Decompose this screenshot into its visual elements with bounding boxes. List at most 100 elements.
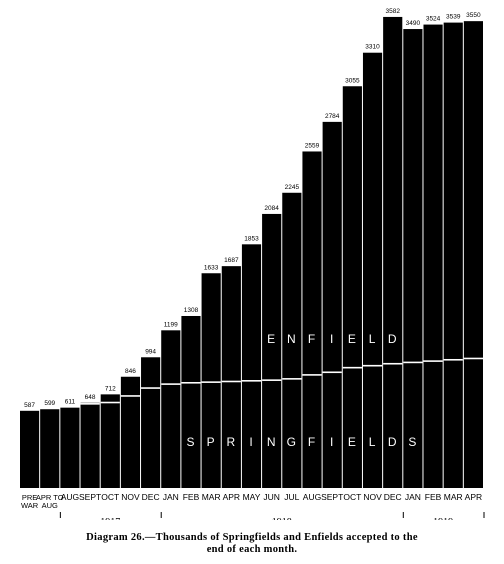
year-label-1918: 1918 [272,517,292,520]
bar-0 [20,410,40,488]
series-label-springfields-letter-4: N [267,435,277,449]
category-label-4: OCT [101,492,119,502]
total-label-5: 846 [125,368,136,375]
total-label-13: 2245 [285,184,300,191]
series-label-enfields-letter-6: D [388,332,398,346]
year-label-1919: 1919 [433,517,453,520]
category-label-3: SEPT [79,492,101,502]
year-labels-group: 1917 1918 1919 [59,512,485,520]
springfield-enfield-divider-19 [403,361,423,364]
springfield-enfield-divider-4 [100,401,120,404]
series-label-springfields-letter-6: F [308,435,316,449]
total-label-12: 2084 [264,205,279,212]
series-label-springfields-letter-3: I [249,435,253,449]
series-label-springfields-letter-5: G [287,435,297,449]
category-label-0: PRE WAR [21,493,39,510]
series-label-enfields-letter-0: E [267,332,276,346]
bars-group [20,16,483,489]
category-label-16: OCT [343,492,361,502]
bar-22 [463,21,483,489]
springfield-enfield-divider-13 [282,378,302,380]
springfield-enfield-divider-12 [262,379,282,381]
springfield-enfield-divider-6 [141,387,161,389]
bar-3 [80,402,100,488]
series-label-springfields-letter-7: I [330,435,334,449]
series-label-enfields-letter-3: I [330,332,334,346]
category-label-9: MAR [202,492,221,502]
bar-11 [241,244,262,488]
springfield-enfield-divider-15 [322,371,342,374]
category-label-15: SEPT [321,492,343,502]
category-label-2: AUG [61,492,79,502]
category-label-13: JUL [284,492,299,502]
springfield-enfield-divider-5 [120,395,141,397]
springfield-enfield-divider-16 [342,366,362,369]
bar-5 [120,376,141,488]
total-labels-group: 587 599 611 648 712 846 994 1199 1308 1633 1687 185… [24,8,481,409]
category-label-19: JAN [405,492,421,502]
total-label-2: 611 [65,399,76,406]
springfield-enfield-divider-9 [201,381,221,383]
series-label-springfields-letter-0: S [186,435,195,449]
total-label-22: 3550 [466,12,481,19]
total-label-11: 1853 [244,235,259,242]
bar-18 [383,16,403,488]
total-label-21: 3539 [446,14,461,21]
bar-13 [282,192,302,488]
total-label-19: 3490 [406,20,421,27]
series-label-springfields-letter-11: S [408,435,417,449]
total-label-1: 599 [44,400,55,407]
springfield-enfield-divider-14 [302,374,322,376]
bar-12 [262,213,282,488]
total-label-20: 3524 [426,16,441,23]
series-label-springfields-letter-2: R [226,435,236,449]
series-labels-group: E N F I E L DS P R I N G F I E L D S [186,332,417,449]
category-label-7: JAN [163,492,179,502]
category-label-18: DEC [384,492,402,502]
category-label-14: AUG [303,492,321,502]
bar-20 [423,24,443,488]
category-label-17: NOV [363,492,382,502]
springfield-enfield-divider-8 [181,381,201,384]
category-label-6: DEC [142,492,160,502]
total-label-14: 2559 [305,142,320,149]
category-label-10: APR [223,492,240,502]
total-label-18: 3582 [385,8,400,15]
total-label-4: 712 [105,385,116,392]
total-label-16: 3055 [345,77,360,84]
bar-17 [362,52,383,489]
total-label-6: 994 [145,348,156,355]
total-label-7: 1199 [164,321,178,328]
bar-6 [141,357,161,488]
series-label-springfields-letter-10: D [388,435,398,449]
bar-16 [342,86,362,488]
total-label-17: 3310 [365,44,380,51]
bar-19 [403,29,423,488]
series-label-enfields-letter-4: E [348,332,357,346]
category-label-8: FEB [183,492,200,502]
series-label-springfields-letter-8: E [348,435,357,449]
category-label-12: JUN [263,492,280,502]
series-label-springfields-letter-1: P [207,435,216,449]
bar-21 [443,22,463,488]
springfield-enfield-divider-20 [423,360,443,362]
category-label-20: FEB [425,492,442,502]
bar-10 [221,266,241,488]
total-label-9: 1633 [204,264,219,271]
springfield-enfield-divider-10 [221,380,241,383]
series-label-enfields-letter-5: L [369,332,377,346]
bar-2 [60,407,80,488]
caption-line-2: end of each month. [206,544,298,555]
series-label-enfields-letter-1: N [287,332,297,346]
springfield-enfield-divider-21 [443,358,463,361]
bar-1 [40,409,60,488]
category-label-1: APR TO AUG [36,493,64,510]
category-label-22: APR [465,492,482,502]
total-label-8: 1308 [184,307,199,314]
category-label-21: MAR [444,492,463,502]
figure-caption: Diagram 26.—Thousands of Springfields an… [0,532,504,556]
bar-14 [302,151,322,488]
springfield-enfield-divider-22 [463,357,483,360]
chart: 587 599 611 648 712 846 994 1199 1308 1633 1687 185… [20,8,485,520]
